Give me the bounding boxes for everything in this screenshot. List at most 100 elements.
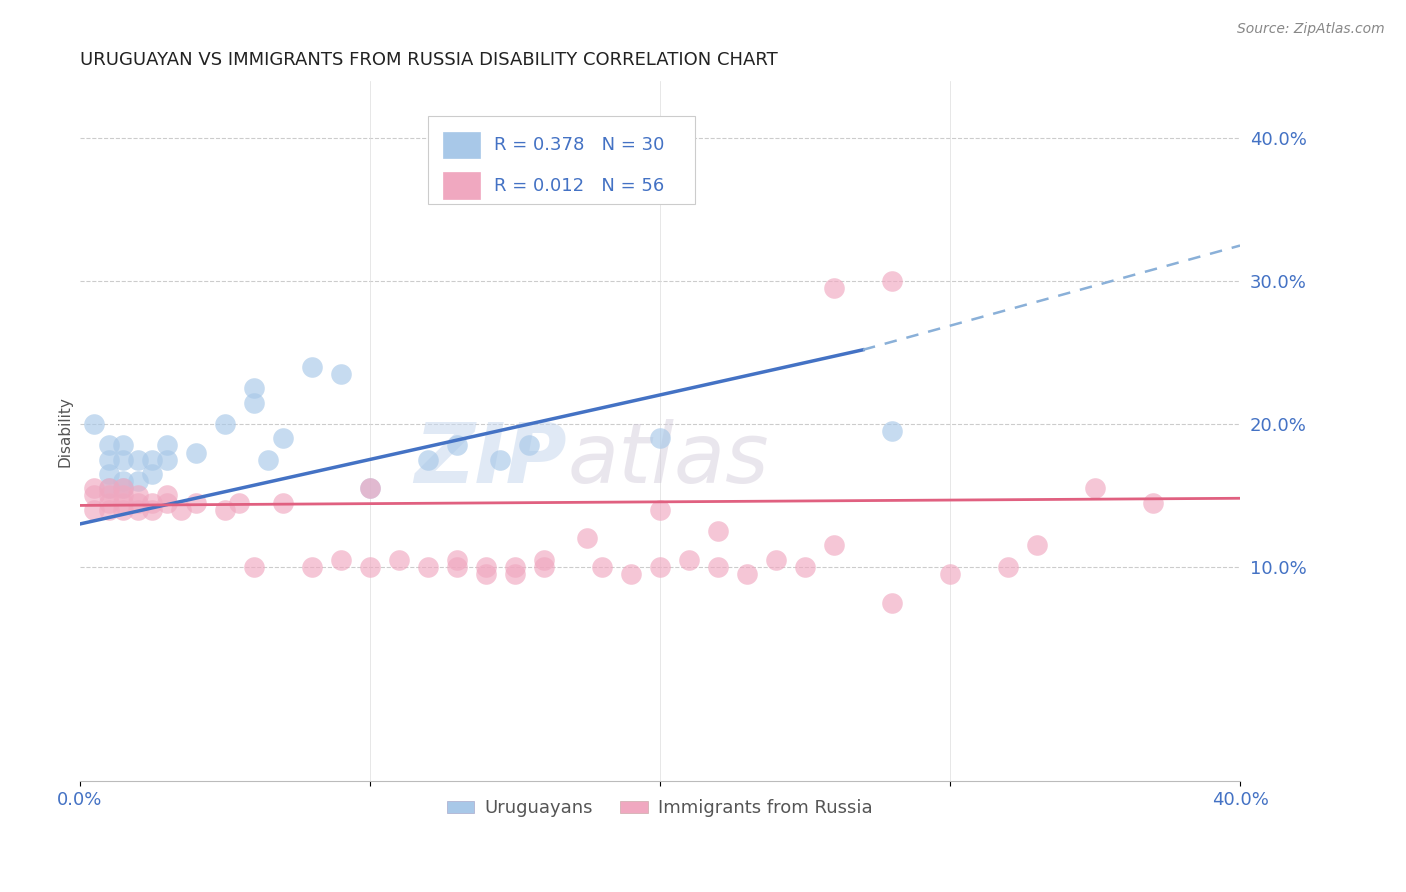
Point <box>97 488 120 502</box>
Point <box>112 438 135 452</box>
Point <box>228 495 250 509</box>
Point <box>214 417 236 431</box>
Point <box>127 495 149 509</box>
Text: atlas: atlas <box>567 418 769 500</box>
Point <box>576 531 599 545</box>
Point <box>127 452 149 467</box>
Point <box>489 452 512 467</box>
Point <box>243 381 266 395</box>
Point <box>97 502 120 516</box>
Point <box>97 481 120 495</box>
Text: ZIP: ZIP <box>415 418 567 500</box>
Point <box>475 559 498 574</box>
Text: R = 0.012   N = 56: R = 0.012 N = 56 <box>494 177 664 194</box>
Point <box>141 495 163 509</box>
Point <box>707 559 730 574</box>
Point <box>765 552 787 566</box>
Point <box>446 552 468 566</box>
Point <box>329 552 352 566</box>
Bar <box>443 172 479 199</box>
Point <box>257 452 280 467</box>
Point <box>416 559 439 574</box>
Point <box>271 495 294 509</box>
Point <box>735 566 758 581</box>
Point <box>184 445 207 459</box>
Point <box>156 452 179 467</box>
Point <box>214 502 236 516</box>
Legend: Uruguayans, Immigrants from Russia: Uruguayans, Immigrants from Russia <box>440 792 880 824</box>
Point <box>83 488 105 502</box>
Point <box>1142 495 1164 509</box>
Text: Source: ZipAtlas.com: Source: ZipAtlas.com <box>1237 22 1385 37</box>
Point <box>519 160 541 174</box>
Point <box>359 481 381 495</box>
Point <box>359 559 381 574</box>
Point <box>127 474 149 488</box>
Y-axis label: Disability: Disability <box>58 396 73 467</box>
Point <box>156 488 179 502</box>
Point <box>794 559 817 574</box>
Point <box>97 438 120 452</box>
Point <box>823 281 845 295</box>
Point <box>648 431 671 445</box>
Point <box>112 481 135 495</box>
Point <box>127 488 149 502</box>
Point <box>1026 538 1049 552</box>
Point <box>83 502 105 516</box>
Point <box>329 367 352 381</box>
Point <box>823 538 845 552</box>
Point <box>591 559 613 574</box>
Point <box>112 452 135 467</box>
Point <box>97 495 120 509</box>
Point <box>271 431 294 445</box>
Point <box>475 566 498 581</box>
Point <box>112 481 135 495</box>
Point <box>156 495 179 509</box>
Point <box>112 488 135 502</box>
Point <box>620 566 643 581</box>
Point <box>503 566 526 581</box>
Point <box>141 452 163 467</box>
Point <box>939 566 962 581</box>
Point <box>127 502 149 516</box>
Point <box>880 595 903 609</box>
Point <box>997 559 1019 574</box>
Point <box>83 417 105 431</box>
Point <box>388 552 411 566</box>
Point <box>112 474 135 488</box>
Point <box>112 495 135 509</box>
Point <box>446 559 468 574</box>
Point <box>243 559 266 574</box>
Point <box>533 552 555 566</box>
Point <box>141 467 163 481</box>
Point <box>184 495 207 509</box>
Point <box>519 438 541 452</box>
Point <box>112 502 135 516</box>
Point <box>359 481 381 495</box>
Point <box>678 552 700 566</box>
Point <box>648 559 671 574</box>
Bar <box>443 132 479 158</box>
Point <box>301 359 323 374</box>
FancyBboxPatch shape <box>427 116 695 203</box>
Point <box>880 274 903 288</box>
Point <box>1084 481 1107 495</box>
Point <box>97 481 120 495</box>
Point <box>301 559 323 574</box>
Point <box>446 438 468 452</box>
Point <box>648 502 671 516</box>
Text: R = 0.378   N = 30: R = 0.378 N = 30 <box>494 136 665 154</box>
Point <box>83 481 105 495</box>
Point <box>707 524 730 538</box>
Point <box>97 467 120 481</box>
Point <box>97 452 120 467</box>
Point <box>156 438 179 452</box>
Point <box>503 559 526 574</box>
Point <box>880 424 903 438</box>
Point <box>416 452 439 467</box>
Point <box>141 502 163 516</box>
Text: URUGUAYAN VS IMMIGRANTS FROM RUSSIA DISABILITY CORRELATION CHART: URUGUAYAN VS IMMIGRANTS FROM RUSSIA DISA… <box>80 51 778 69</box>
Point <box>170 502 193 516</box>
Point <box>243 395 266 409</box>
Point <box>533 559 555 574</box>
